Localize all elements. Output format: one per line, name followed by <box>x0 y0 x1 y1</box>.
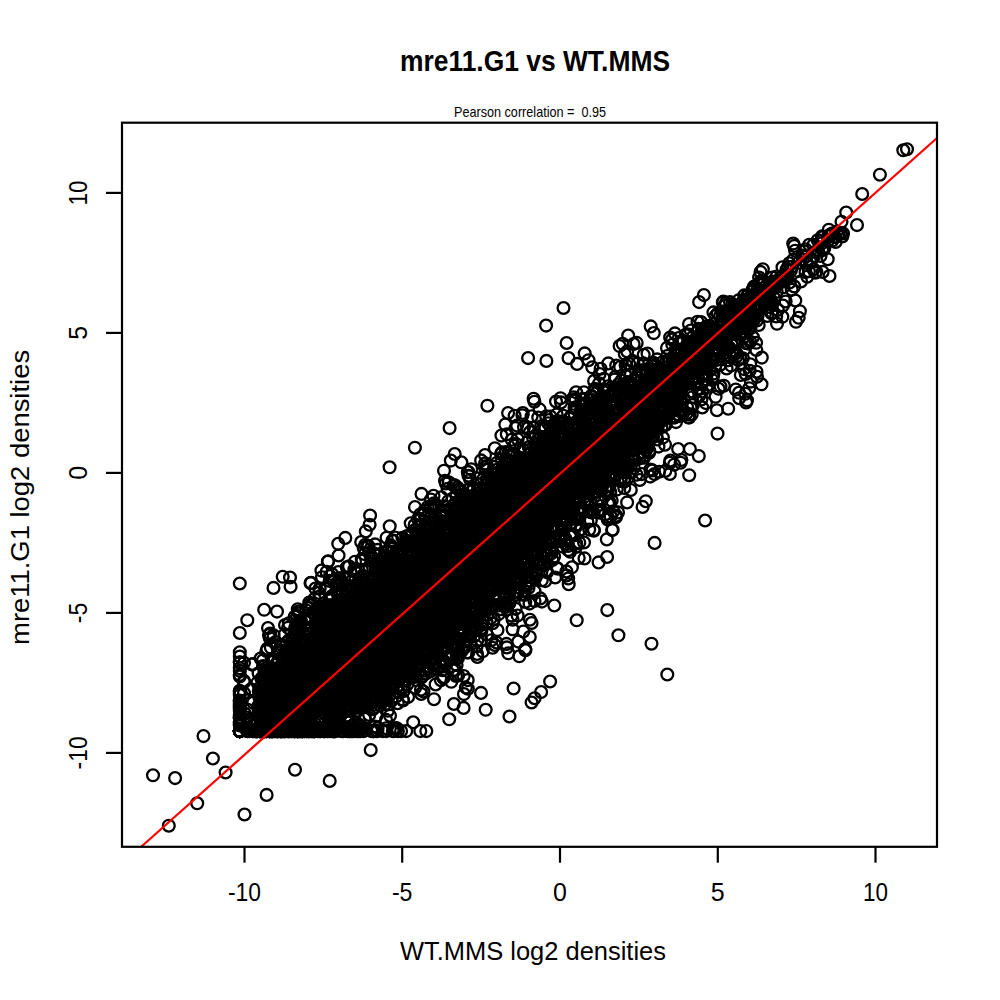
svg-text:5: 5 <box>64 326 92 340</box>
svg-text:-5: -5 <box>64 603 92 624</box>
svg-text:-5: -5 <box>392 878 413 906</box>
svg-text:mre11.G1 log2 densities: mre11.G1 log2 densities <box>7 350 35 645</box>
svg-text:-10: -10 <box>64 736 92 769</box>
svg-text:0: 0 <box>64 466 92 480</box>
svg-text:10: 10 <box>64 180 92 205</box>
svg-text:10: 10 <box>863 878 888 906</box>
svg-text:0: 0 <box>553 878 567 906</box>
svg-text:WT.MMS log2 densities: WT.MMS log2 densities <box>400 937 666 965</box>
svg-text:-10: -10 <box>228 878 261 906</box>
svg-text:Pearson correlation = 0.95: Pearson correlation = 0.95 <box>454 103 606 120</box>
svg-text:5: 5 <box>711 878 725 906</box>
svg-text:mre11.G1 vs WT.MMS: mre11.G1 vs WT.MMS <box>400 45 670 77</box>
